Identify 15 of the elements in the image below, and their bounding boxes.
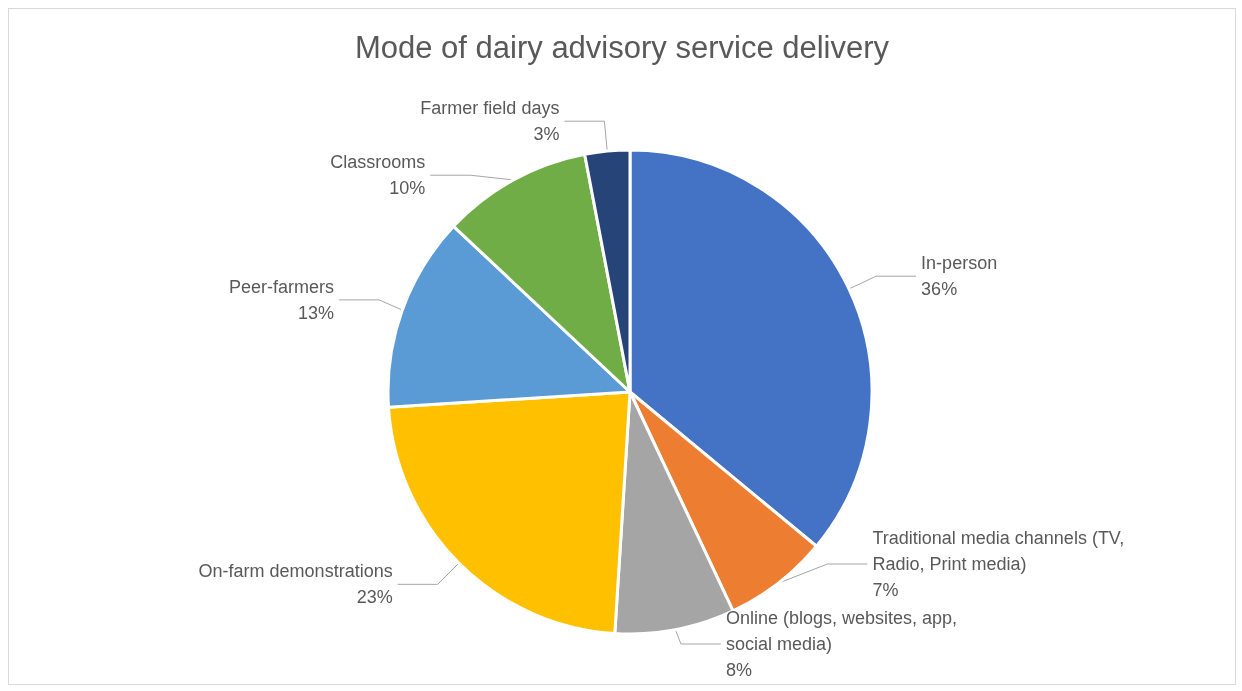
slice-label: Traditional media channels (TV, Radio, Print media) xyxy=(872,528,1130,574)
slice-label: Online (blogs, websites, app, social media) xyxy=(725,608,963,654)
slice-label: Classrooms xyxy=(330,152,426,173)
slice-label: Farmer field days xyxy=(420,98,560,119)
slice-label: In-person xyxy=(921,253,998,274)
slice-label: Peer-farmers xyxy=(228,276,335,297)
data-label: 8% xyxy=(725,660,752,680)
data-label: 3% xyxy=(533,124,560,145)
chart-title: Mode of dairy advisory service delivery xyxy=(354,30,890,65)
data-label: 13% xyxy=(297,302,335,323)
data-label: 23% xyxy=(356,587,393,608)
data-label: 7% xyxy=(872,580,899,600)
data-label: 36% xyxy=(921,279,958,300)
data-label: 10% xyxy=(389,178,426,199)
slice-label: On-farm demonstrations xyxy=(198,561,393,582)
